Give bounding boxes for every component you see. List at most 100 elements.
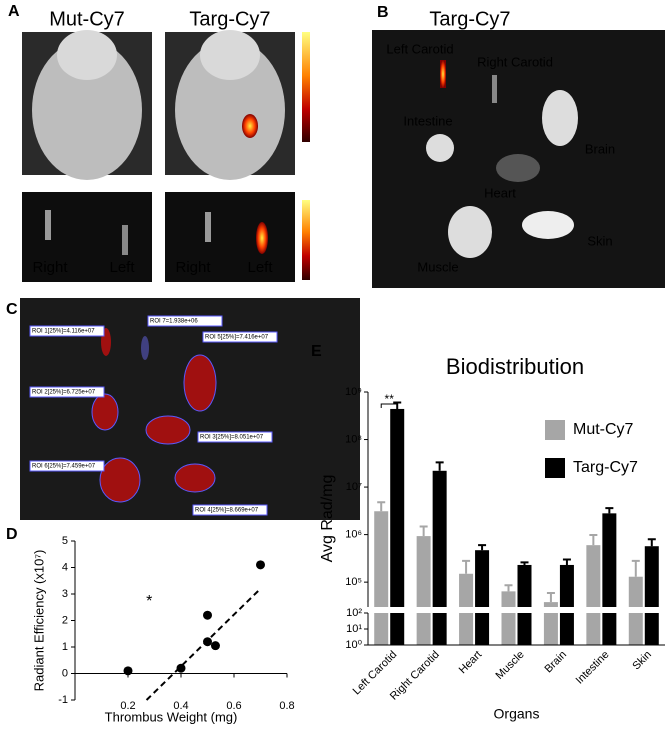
bar bbox=[644, 546, 659, 645]
roi-label: ROI 6[25%]=7.459e+07 bbox=[32, 464, 96, 470]
point bbox=[203, 610, 212, 620]
x-tick-label: 0.6 bbox=[226, 700, 241, 712]
error-bar bbox=[419, 525, 428, 537]
panel-title: Targ-Cy7 bbox=[429, 8, 510, 30]
organ-label: Left bbox=[109, 259, 135, 276]
panel-letter: D bbox=[6, 526, 18, 543]
y-tick-label: 1 bbox=[62, 641, 68, 653]
panel-letter: E bbox=[311, 343, 322, 360]
y-tick-label: 3 bbox=[62, 588, 68, 600]
panel-letter: C bbox=[6, 301, 18, 318]
y-tick-label: 4 bbox=[62, 561, 68, 573]
x-tick-label: Brain bbox=[542, 649, 569, 676]
organ-label: Right Carotid bbox=[477, 54, 553, 69]
bar bbox=[432, 470, 447, 645]
roi-box bbox=[197, 431, 273, 443]
annotation: ** bbox=[385, 392, 395, 406]
error-bar bbox=[520, 561, 529, 565]
y-tick-label: 0 bbox=[62, 667, 68, 679]
organ-label: Left Carotid bbox=[386, 41, 453, 56]
y-tick-label: 10¹ bbox=[346, 623, 362, 635]
error-bar bbox=[435, 461, 444, 471]
roi-label: ROI 7=1.938e+06 bbox=[150, 319, 198, 325]
bar bbox=[559, 564, 574, 645]
point bbox=[203, 637, 212, 647]
legend-swatch bbox=[545, 420, 565, 440]
x-tick-label: Heart bbox=[457, 649, 485, 677]
bar bbox=[374, 511, 389, 645]
error-bar bbox=[647, 538, 656, 547]
x-tick-label: Skin bbox=[630, 649, 654, 673]
error-bar bbox=[605, 507, 614, 514]
error-bar bbox=[504, 584, 513, 592]
roi-box bbox=[192, 504, 268, 516]
significance-bracket bbox=[380, 403, 398, 408]
organ-label: Intestine bbox=[403, 113, 452, 128]
bar bbox=[602, 513, 617, 645]
y-tick-label: 10⁵ bbox=[345, 576, 362, 588]
organ-label: Skin bbox=[587, 233, 612, 248]
organ-label: Right bbox=[32, 259, 68, 276]
roi-box bbox=[29, 460, 105, 472]
x-tick-label: Muscle bbox=[494, 649, 527, 682]
chart-title: Biodistribution bbox=[446, 354, 584, 379]
roi-label: ROI 2[25%]=6.725e+07 bbox=[32, 390, 96, 396]
y-tick-label: 5 bbox=[62, 535, 68, 547]
column-label: Mut-Cy7 bbox=[49, 8, 125, 30]
roi-label: ROI 5[25%]=7.416e+07 bbox=[205, 335, 269, 341]
roi-label: ROI 4[25%]=8.669e+07 bbox=[195, 508, 259, 514]
organ-label: Right bbox=[175, 259, 211, 276]
bar bbox=[416, 536, 431, 645]
point bbox=[256, 560, 265, 570]
error-bar bbox=[546, 592, 555, 603]
bar bbox=[586, 545, 601, 645]
error-bar bbox=[589, 534, 598, 546]
y-tick-label: -1 bbox=[58, 694, 68, 706]
point bbox=[123, 666, 133, 676]
roi-label: ROI 1[25%]=4.116e+07 bbox=[32, 329, 95, 335]
panel-a-images bbox=[22, 30, 310, 282]
x-axis-label: Thrombus Weight (mg) bbox=[105, 709, 238, 724]
error-bar bbox=[462, 559, 471, 574]
point bbox=[176, 663, 186, 673]
roi-box bbox=[29, 386, 105, 398]
y-tick-label: 10⁰ bbox=[345, 639, 362, 651]
legend-label: Targ-Cy7 bbox=[573, 459, 638, 476]
bar bbox=[390, 408, 405, 645]
legend-swatch bbox=[545, 458, 565, 478]
bar bbox=[501, 591, 516, 645]
organ-label: Brain bbox=[585, 141, 615, 156]
panel-letter: A bbox=[8, 3, 20, 20]
annotation: * bbox=[146, 593, 152, 610]
roi-box bbox=[202, 331, 278, 343]
point bbox=[210, 641, 220, 651]
error-bar bbox=[631, 559, 640, 577]
y-tick-label: 10² bbox=[346, 607, 362, 619]
axis-break bbox=[362, 607, 665, 613]
x-tick-label: 0.2 bbox=[120, 700, 135, 712]
error-bar bbox=[377, 501, 386, 512]
bar bbox=[517, 564, 532, 645]
x-axis-label: Organs bbox=[494, 706, 540, 722]
y-axis-label: Radiant Efficiency (x10⁷) bbox=[31, 550, 46, 692]
error-bar bbox=[478, 544, 487, 551]
y-axis-label: Avg Rad/mg bbox=[319, 475, 336, 563]
bar bbox=[475, 550, 490, 645]
panel-letter: B bbox=[377, 4, 389, 21]
roi-box bbox=[29, 325, 105, 337]
x-tick-label: Intestine bbox=[574, 649, 612, 687]
y-tick-label: 10⁷ bbox=[346, 481, 362, 493]
roi-label: ROI 3[25%]=8.051e+07 bbox=[200, 435, 264, 441]
column-label: Targ-Cy7 bbox=[189, 8, 270, 30]
y-tick-label: 2 bbox=[62, 614, 68, 626]
y-tick-label: 10⁹ bbox=[345, 386, 362, 398]
error-bar bbox=[562, 558, 571, 565]
roi-box bbox=[147, 315, 223, 327]
x-tick-label: 0.4 bbox=[173, 700, 188, 712]
y-tick-label: 10⁶ bbox=[345, 529, 362, 541]
legend-label: Mut-Cy7 bbox=[573, 421, 634, 438]
x-tick-label: 0.8 bbox=[279, 700, 294, 712]
fit-line bbox=[145, 587, 262, 701]
organ-label: Left bbox=[247, 259, 273, 276]
